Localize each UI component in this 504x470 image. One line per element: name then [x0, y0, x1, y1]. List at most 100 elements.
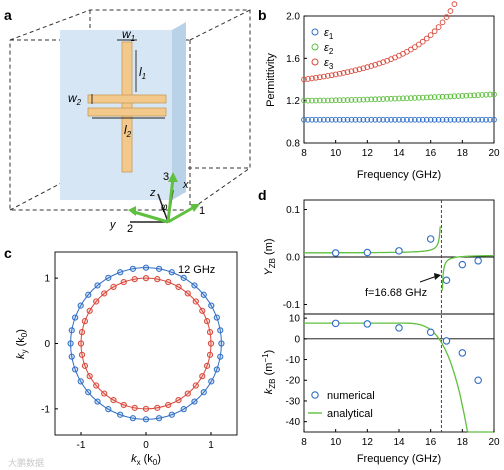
data-point: [217, 353, 224, 360]
data-point: [78, 351, 86, 358]
data-point: [199, 373, 206, 380]
data-point: [491, 91, 497, 98]
analytical-curve: [441, 254, 494, 291]
data-point: [363, 248, 372, 257]
data-point: [129, 415, 137, 422]
data-point: [408, 116, 414, 123]
y-tick-label: -20: [286, 376, 301, 387]
data-point: [463, 92, 470, 99]
data-point: [431, 94, 438, 100]
axis-1-label: 1: [199, 205, 205, 217]
svg-text:ky (k0): ky (k0): [15, 329, 29, 359]
data-point: [451, 93, 458, 100]
x-tick-label: 16: [425, 437, 437, 448]
legend-numerical: numerical: [327, 390, 375, 402]
data-point: [439, 116, 446, 123]
data-point: [415, 41, 422, 48]
data-point: [168, 269, 175, 276]
data-point: [142, 275, 150, 282]
d-points: [331, 235, 482, 384]
data-point: [364, 96, 371, 103]
data-point: [217, 327, 224, 334]
x-tick-label: 8: [301, 148, 307, 159]
data-point: [463, 116, 470, 123]
data-point: [475, 92, 482, 98]
data-point: [372, 116, 379, 123]
data-point: [175, 397, 182, 404]
data-point: [395, 247, 403, 255]
data-point: [81, 362, 89, 369]
data-point: [320, 116, 327, 123]
data-point: [86, 373, 93, 380]
data-point: [324, 97, 331, 104]
data-point: [348, 68, 355, 75]
data-point: [396, 95, 402, 102]
data-point: [435, 94, 442, 100]
x-tick-label: 18: [457, 437, 469, 448]
axis-2-label: 2: [127, 223, 133, 235]
data-point: [348, 116, 355, 123]
data-point: [380, 116, 387, 123]
data-point: [356, 96, 363, 103]
data-point: [117, 269, 124, 276]
data-point: [427, 116, 434, 123]
data-point: [336, 70, 343, 77]
b-ticks: 8 10 12 14 16 18 20 0.8 1.2 1.6 2.0: [286, 12, 500, 160]
data-point: [344, 97, 351, 103]
x-tick-label: -1: [77, 440, 86, 451]
data-point: [175, 283, 182, 290]
data-point: [368, 63, 375, 69]
data-point: [110, 283, 117, 290]
data-point: [360, 65, 367, 72]
data-point: [455, 116, 462, 123]
data-point: [191, 398, 198, 405]
data-point: [199, 307, 206, 314]
y-tick-label: 1.6: [286, 54, 300, 65]
data-point: [200, 389, 207, 396]
data-point: [392, 95, 398, 102]
legend-eps1: ε1: [324, 27, 334, 41]
data-point: [467, 92, 474, 99]
data-point: [415, 116, 422, 123]
data-point: [316, 74, 323, 81]
data-point: [368, 96, 375, 103]
data-point: [364, 64, 371, 71]
legend-eps2: ε2: [324, 42, 334, 56]
data-point: [442, 276, 451, 285]
data-point: [77, 378, 84, 385]
x-tick-label: 14: [393, 148, 405, 159]
data-point: [419, 116, 426, 123]
dim-w2: w2: [68, 91, 82, 107]
data-point: [426, 328, 435, 336]
data-point: [68, 353, 75, 360]
data-point: [305, 97, 311, 104]
data-point: [427, 94, 434, 101]
data-point: [328, 97, 335, 104]
y-tick-label: 0: [294, 334, 300, 345]
data-point: [423, 94, 430, 101]
data-point: [191, 282, 198, 289]
data-point: [309, 97, 315, 104]
data-point: [131, 404, 138, 411]
c-annotation: 12 GHz: [178, 264, 215, 276]
data-point: [208, 378, 215, 385]
panel-b-label: b: [258, 7, 267, 23]
data-point: [408, 46, 414, 53]
data-point: [400, 116, 406, 123]
y-tick-label: 0: [44, 339, 50, 350]
data-point: [471, 116, 478, 123]
data-point: [364, 116, 371, 123]
x-tick-label: 12: [362, 437, 374, 448]
data-point: [368, 116, 375, 123]
y-tick-label: 0.8: [286, 139, 300, 150]
data-point: [451, 116, 458, 123]
data-point: [360, 96, 367, 103]
data-point: [340, 70, 347, 76]
data-point: [165, 401, 172, 409]
data-point: [301, 76, 307, 83]
data-point: [206, 351, 214, 358]
data-point: [332, 97, 339, 104]
data-point: [309, 75, 315, 82]
data-point: [443, 14, 450, 20]
data-point: [419, 38, 426, 45]
